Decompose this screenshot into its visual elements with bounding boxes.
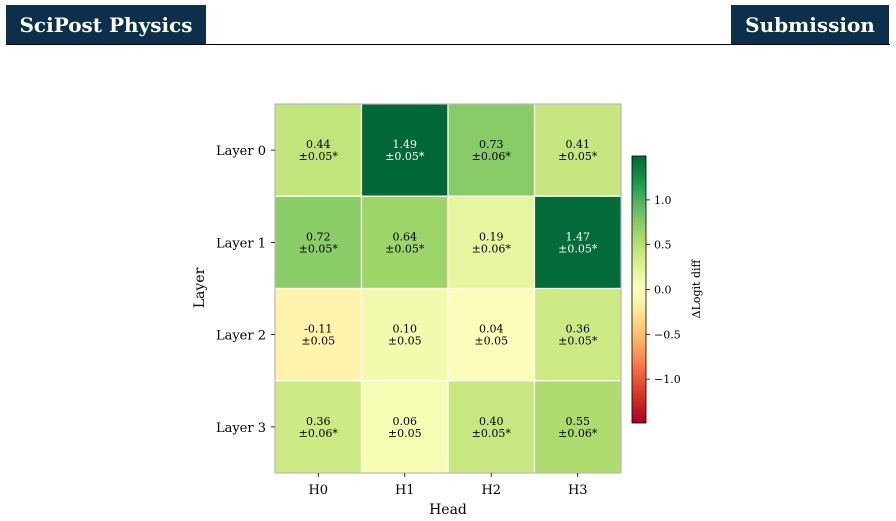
cell-label: ±0.05 xyxy=(474,335,508,348)
heatmap-cell xyxy=(447,195,536,290)
cell-label: ±0.05* xyxy=(299,242,339,255)
heatmap-cell xyxy=(533,103,622,197)
submission-label: Submission xyxy=(745,13,875,37)
colorbar-tick-label: 0.5 xyxy=(654,239,672,252)
cell-label: ±0.05* xyxy=(385,150,425,163)
cell-label: 0.40 xyxy=(479,415,504,428)
cell-label: -0.11 xyxy=(304,323,332,336)
colorbar-tick-label: 1.0 xyxy=(654,194,672,207)
heatmap-cell xyxy=(447,287,536,382)
cell-label: 0.10 xyxy=(393,323,418,336)
cell-label: ±0.05* xyxy=(558,242,598,255)
journal-title-badge: SciPost Physics xyxy=(6,5,206,45)
x-tick-label: H1 xyxy=(395,483,415,498)
x-axis: H0 H1 H2 H3 xyxy=(308,473,588,498)
y-axis: Layer 0 Layer 1 Layer 2 Layer 3 xyxy=(216,144,275,436)
y-tick-label: Layer 1 xyxy=(216,236,266,251)
heatmap-cell xyxy=(274,195,363,290)
cell-label: 0.64 xyxy=(393,230,418,243)
heatmap-cell xyxy=(533,195,622,290)
heatmap-cell xyxy=(360,287,449,382)
cell-label: ±0.05* xyxy=(385,242,425,255)
y-tick-label: Layer 0 xyxy=(216,144,266,159)
colorbar xyxy=(631,155,647,424)
heatmap-cells: 0.44±0.05*1.49±0.05*0.73±0.06*0.41±0.05*… xyxy=(274,103,622,474)
cell-label: ±0.06* xyxy=(299,427,339,440)
colorbar-tick-label: −0.5 xyxy=(654,328,681,341)
heatmap-cell xyxy=(447,103,536,197)
cell-label: ±0.06* xyxy=(558,427,598,440)
cell-label: 0.36 xyxy=(566,323,591,336)
cell-label: 0.19 xyxy=(479,230,504,243)
x-tick-label: H2 xyxy=(481,483,501,498)
x-tick-label: H0 xyxy=(308,483,328,498)
cell-label: 0.04 xyxy=(479,323,504,336)
submission-badge: Submission xyxy=(731,5,889,45)
cell-label: ±0.05 xyxy=(388,335,422,348)
cell-label: 1.49 xyxy=(393,138,418,151)
cell-label: ±0.05 xyxy=(301,335,335,348)
y-tick-label: Layer 3 xyxy=(216,421,266,436)
journal-title: SciPost Physics xyxy=(19,13,193,37)
heatmap-cell xyxy=(274,103,363,197)
plot-frame xyxy=(274,103,622,474)
cell-label: 0.06 xyxy=(393,415,418,428)
cell-label: ±0.05 xyxy=(388,427,422,440)
cell-label: ±0.05* xyxy=(299,150,339,163)
colorbar-tick-label: −1.0 xyxy=(654,373,681,386)
heatmap-cell xyxy=(533,287,622,382)
heatmap-cell xyxy=(533,380,622,474)
cell-label: 1.47 xyxy=(566,230,591,243)
x-tick-label: H3 xyxy=(568,483,588,498)
cell-label: ±0.05* xyxy=(558,150,598,163)
cell-label: 0.44 xyxy=(306,138,331,151)
cell-label: 0.73 xyxy=(479,138,504,151)
y-axis-label: Layer xyxy=(192,267,208,308)
colorbar-tick-label: 0.0 xyxy=(654,284,672,297)
x-axis-label: Head xyxy=(429,502,467,518)
colorbar-ticks: 1.0 0.5 0.0 −0.5 −1.0 xyxy=(646,194,681,386)
cell-label: ±0.05* xyxy=(558,335,598,348)
colorbar-label: ΔLogit diff xyxy=(690,258,703,318)
heatmap-cell xyxy=(274,287,363,382)
cell-label: 0.55 xyxy=(566,415,591,428)
cell-label: ±0.05* xyxy=(472,427,512,440)
cell-label: 0.41 xyxy=(566,138,591,151)
cell-label: ±0.06* xyxy=(472,150,512,163)
heatmap-cell xyxy=(360,380,449,474)
heatmap-cell xyxy=(447,380,536,474)
header-rule xyxy=(6,44,890,45)
cell-label: 0.36 xyxy=(306,415,331,428)
cell-label: ±0.06* xyxy=(472,242,512,255)
y-tick-label: Layer 2 xyxy=(216,329,266,344)
cell-label: 0.72 xyxy=(306,230,331,243)
